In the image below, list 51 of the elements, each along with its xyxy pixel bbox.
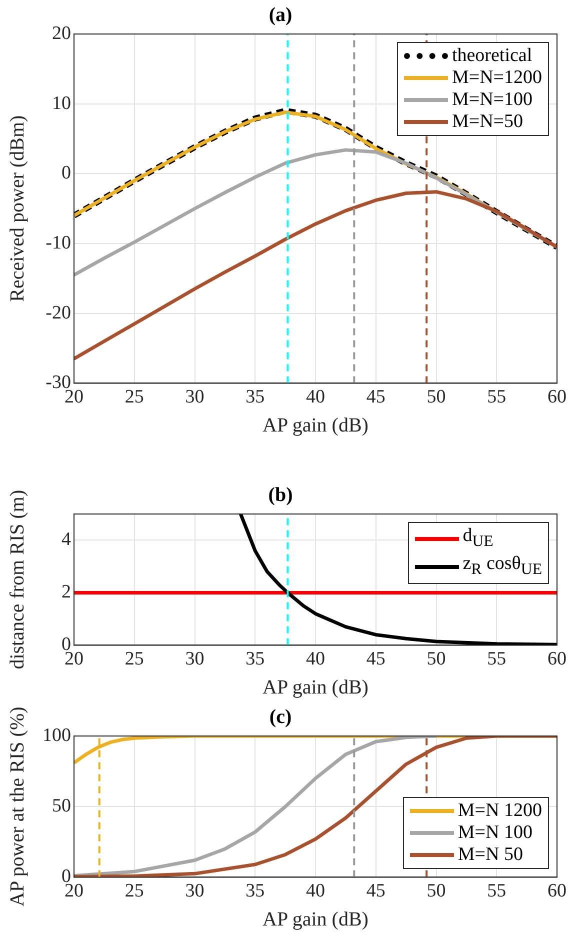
x-tick-label: 45 [366,648,386,670]
y-tick-label: 50 [52,796,71,817]
x-tick-label: 25 [124,648,144,670]
x-axis-title: AP gain (dB) [262,676,368,698]
y-axis-title: distance from RIS (m) [6,490,28,670]
x-tick-label: 40 [306,648,325,670]
x-tick-label: 45 [366,386,386,408]
chart-title: (a) [268,4,292,26]
y-axis-title: Received power (dBm) [6,115,28,302]
x-tick-label: 60 [548,648,566,670]
y-tick-label: -20 [46,302,71,324]
x-tick-label: 30 [185,880,204,902]
x-tick-label: 35 [246,880,265,902]
legend-label: M=N=100 [452,89,532,111]
y-axis-title: AP power at the RIS (%) [6,706,28,906]
y-tick-label: 0 [62,162,71,184]
legend-label: d$_{UE}$ [462,525,494,552]
x-tick-label: 50 [426,386,446,408]
x-tick-label: 50 [426,880,446,902]
legend-label: M=N 50 [458,844,523,866]
x-tick-label: 45 [366,880,386,902]
x-tick-label: 55 [487,386,506,408]
x-tick-label: 25 [124,880,144,902]
x-tick-label: 50 [426,648,446,670]
x-axis-title: AP gain (dB) [262,414,368,436]
legend-label: z$_{R}$ cosθ$_{UE}$ [462,552,542,580]
legend-label: M=N 100 [458,822,532,844]
x-tick-label: 40 [306,386,325,408]
x-tick-label: 35 [246,648,265,670]
y-tick-label: 10 [52,92,71,114]
y-tick-label: 2 [62,582,71,603]
x-tick-label: 60 [548,386,566,408]
x-tick-label: 25 [124,386,144,408]
y-tick-label: 20 [52,22,71,44]
x-tick-label: 35 [246,386,265,408]
x-tick-label: 30 [185,386,204,408]
chart-title: (b) [268,484,293,506]
chart-title: (c) [269,706,292,728]
legend-label: M=N=50 [452,111,523,133]
x-axis-title: AP gain (dB) [262,908,368,930]
y-tick-label: 100 [42,724,71,746]
legend-label: M=N=1200 [452,67,542,89]
y-tick-label: 4 [62,529,72,550]
legend-label: theoretical [452,45,532,67]
x-tick-label: 30 [185,648,204,670]
x-tick-label: 40 [306,880,325,902]
legend-label: M=N 1200 [458,800,542,822]
y-tick-label: -10 [46,232,71,254]
x-tick-label: 60 [548,880,566,902]
x-tick-label: 55 [487,880,506,902]
x-tick-label: 55 [487,648,506,670]
